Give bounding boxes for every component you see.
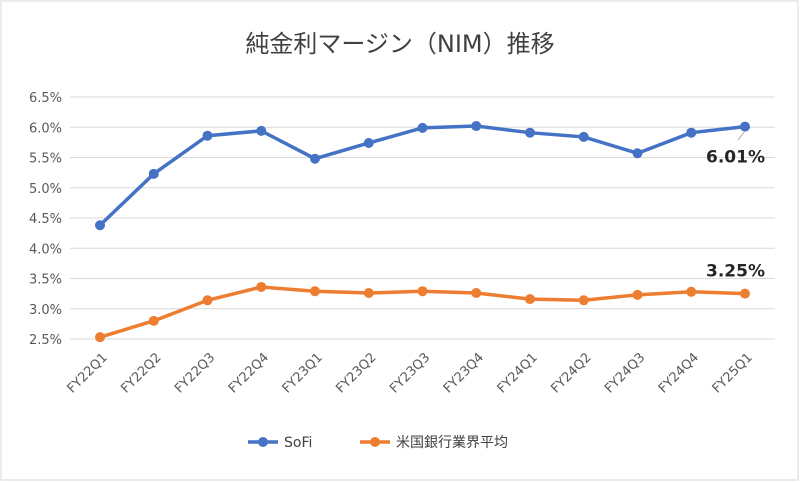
leader-line	[737, 130, 746, 141]
data-label: 3.25%	[706, 262, 765, 282]
data-point	[525, 294, 535, 305]
data-point	[148, 315, 159, 326]
data-point	[686, 127, 697, 138]
y-tick-label: 3.5%	[29, 273, 62, 288]
chart-title: 純金利マージン（NIM）推移	[245, 30, 554, 58]
legend-label: SoFi	[284, 435, 312, 451]
data-point	[578, 295, 589, 306]
data-point	[310, 286, 320, 297]
data-point	[740, 288, 750, 299]
data-point	[632, 148, 643, 159]
y-tick-label: 4.5%	[29, 212, 62, 227]
data-point	[256, 125, 267, 136]
data-point	[148, 168, 159, 179]
data-point	[740, 121, 750, 132]
data-point	[632, 289, 643, 300]
y-tick-label: 3.0%	[29, 303, 62, 318]
data-point	[471, 121, 482, 132]
data-point	[417, 286, 428, 297]
y-tick-label: 6.5%	[29, 91, 62, 106]
data-point	[363, 137, 374, 148]
data-point	[95, 220, 105, 231]
data-point	[256, 281, 267, 292]
y-tick-label: 2.5%	[29, 333, 62, 348]
data-point	[525, 127, 535, 138]
data-point	[686, 286, 697, 297]
y-tick-label: 6.0%	[29, 121, 62, 136]
data-point	[202, 295, 213, 306]
data-point	[95, 332, 105, 343]
data-point	[417, 122, 428, 133]
legend-marker	[370, 437, 380, 447]
data-point	[471, 288, 482, 299]
data-point	[363, 288, 374, 299]
data-point	[578, 131, 589, 142]
y-tick-label: 5.0%	[29, 182, 62, 197]
legend-label: 米国銀行業界平均	[396, 435, 508, 451]
data-point	[310, 153, 320, 164]
y-tick-label: 5.5%	[29, 152, 62, 167]
data-point	[202, 130, 213, 141]
y-tick-label: 4.0%	[29, 242, 62, 257]
data-label: 6.01%	[706, 148, 765, 168]
legend-marker	[258, 437, 268, 447]
